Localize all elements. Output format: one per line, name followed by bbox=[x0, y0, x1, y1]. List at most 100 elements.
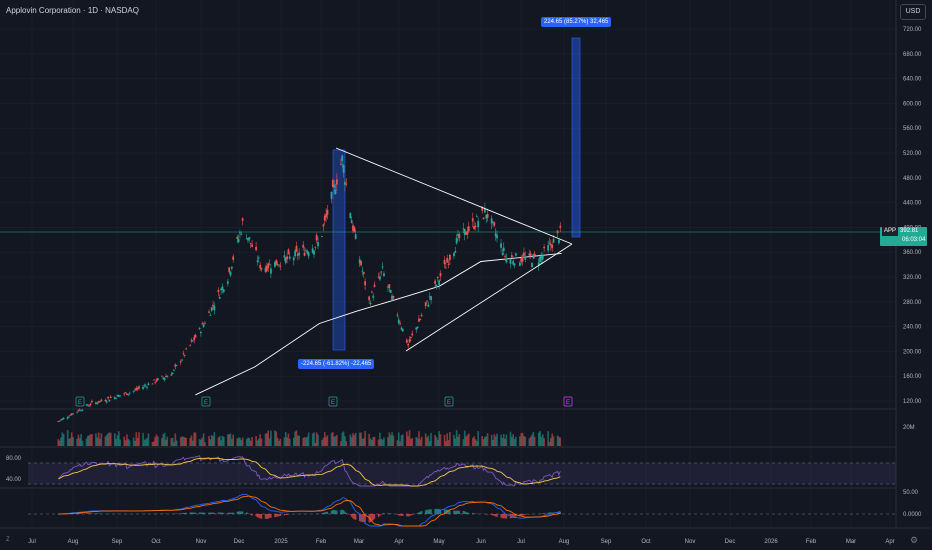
candle-body bbox=[391, 295, 393, 300]
candle-body bbox=[247, 237, 249, 241]
candle-body bbox=[370, 291, 373, 293]
macd-hist-bar bbox=[274, 514, 276, 518]
macd-hist-bar bbox=[209, 512, 212, 514]
zoom-button[interactable]: Z bbox=[6, 537, 10, 543]
earnings-marker-label-4: E bbox=[566, 400, 570, 406]
volume-bar bbox=[259, 434, 261, 446]
candle-body bbox=[549, 244, 552, 246]
candle-body bbox=[124, 392, 127, 394]
macd-hist-bar bbox=[523, 514, 525, 516]
candle-body bbox=[331, 180, 334, 187]
candle-body bbox=[200, 332, 202, 334]
gear-icon[interactable]: ⚙ bbox=[910, 535, 919, 545]
price-tick-9: 360.00 bbox=[903, 250, 922, 256]
macd-hist-bar bbox=[189, 512, 191, 514]
candle-body bbox=[175, 365, 178, 366]
earnings-marker-3[interactable] bbox=[444, 396, 454, 407]
macd-hist-bar bbox=[345, 512, 347, 514]
macd-hist-bar bbox=[462, 510, 465, 514]
macd-hist-bar bbox=[340, 510, 342, 514]
macd-label-0: 0.0000 bbox=[903, 512, 922, 518]
candle-body bbox=[151, 383, 154, 385]
earnings-marker-4[interactable] bbox=[563, 396, 573, 407]
earnings-marker-1[interactable] bbox=[201, 396, 211, 407]
macd-hist-bar bbox=[194, 512, 197, 514]
volume-bar bbox=[349, 434, 352, 446]
volume-bar bbox=[76, 438, 78, 446]
price-axis[interactable]: 720.00 680.00 640.00 600.00 560.00 520.00 480.… bbox=[903, 27, 922, 405]
earnings-marker-2[interactable] bbox=[328, 396, 338, 407]
volume-bar bbox=[78, 438, 81, 446]
volume-bar bbox=[360, 432, 362, 446]
candle-body bbox=[344, 181, 346, 185]
volume-bar bbox=[406, 431, 408, 446]
candle-body bbox=[109, 396, 112, 398]
candle-body bbox=[156, 378, 159, 380]
candle-body bbox=[428, 296, 431, 298]
volume-bar bbox=[439, 434, 442, 446]
macd-hist-bar bbox=[468, 512, 470, 514]
earnings-marker-0[interactable] bbox=[75, 396, 85, 407]
candle-body bbox=[265, 266, 268, 272]
volume-bar bbox=[229, 433, 232, 446]
volume-bar bbox=[455, 430, 458, 446]
volume-bar bbox=[72, 437, 74, 446]
volume-bar bbox=[515, 436, 517, 446]
volume-bar bbox=[430, 432, 432, 446]
candle-body bbox=[146, 386, 148, 388]
candle-body bbox=[191, 340, 194, 342]
volume-bar bbox=[484, 436, 486, 446]
volume-bar bbox=[402, 434, 404, 446]
current-price-value: 392.81 bbox=[900, 228, 919, 234]
candle-body bbox=[86, 404, 89, 406]
volume-bar bbox=[302, 437, 305, 446]
candle-body bbox=[474, 225, 477, 227]
volume-bar bbox=[321, 440, 323, 446]
candle-body bbox=[160, 375, 163, 377]
volume-bar bbox=[175, 440, 178, 446]
volume-bar bbox=[77, 434, 80, 446]
macd-signal-line bbox=[58, 495, 561, 527]
measure-up-rect[interactable] bbox=[571, 37, 581, 238]
candle-body bbox=[510, 255, 513, 258]
volume-bar bbox=[144, 439, 147, 446]
macd-hist-bar bbox=[383, 512, 385, 514]
price-tick-1: 680.00 bbox=[903, 52, 922, 58]
candle-body bbox=[95, 402, 97, 405]
candle-body bbox=[548, 242, 551, 244]
volume-bar bbox=[416, 438, 419, 446]
volume-bar bbox=[295, 430, 298, 446]
macd-hist-bar bbox=[416, 513, 419, 514]
triangle-upper-line[interactable] bbox=[335, 147, 573, 245]
currency-button[interactable]: USD bbox=[900, 4, 926, 20]
volume-bar bbox=[358, 432, 361, 446]
price-tick-13: 200.00 bbox=[903, 349, 922, 355]
macd-hist-bar bbox=[341, 509, 343, 514]
time-axis[interactable]: Jul Aug Sep Oct Nov Dec 2025 Feb Mar Apr May Jun Jul… bbox=[28, 539, 895, 545]
candle-body bbox=[490, 218, 493, 224]
price-tick-6: 480.00 bbox=[903, 176, 922, 182]
volume-bar bbox=[551, 433, 553, 446]
candle-body bbox=[154, 381, 157, 383]
time-tick-5: Dec bbox=[234, 539, 245, 545]
macd-hist-bar bbox=[193, 512, 195, 514]
earnings-marker-label-2: E bbox=[331, 400, 335, 406]
volume-bar bbox=[494, 436, 497, 446]
candle-body bbox=[493, 222, 496, 226]
measure-down-rect[interactable] bbox=[332, 149, 346, 351]
candle-body bbox=[62, 417, 65, 419]
volume-bar bbox=[181, 436, 183, 446]
triangle-lower-line[interactable] bbox=[405, 243, 573, 352]
volume-bar bbox=[142, 432, 144, 446]
volume-bar bbox=[453, 435, 455, 446]
candle-body bbox=[278, 264, 280, 266]
rsi-ma-line bbox=[58, 457, 561, 487]
volume-bar bbox=[185, 437, 187, 446]
time-tick-1: Aug bbox=[68, 539, 79, 545]
candle-body bbox=[352, 225, 354, 231]
volume-bar bbox=[96, 437, 99, 446]
candle-body bbox=[138, 386, 140, 389]
candle-body bbox=[558, 239, 560, 244]
volume-bar bbox=[502, 433, 505, 446]
